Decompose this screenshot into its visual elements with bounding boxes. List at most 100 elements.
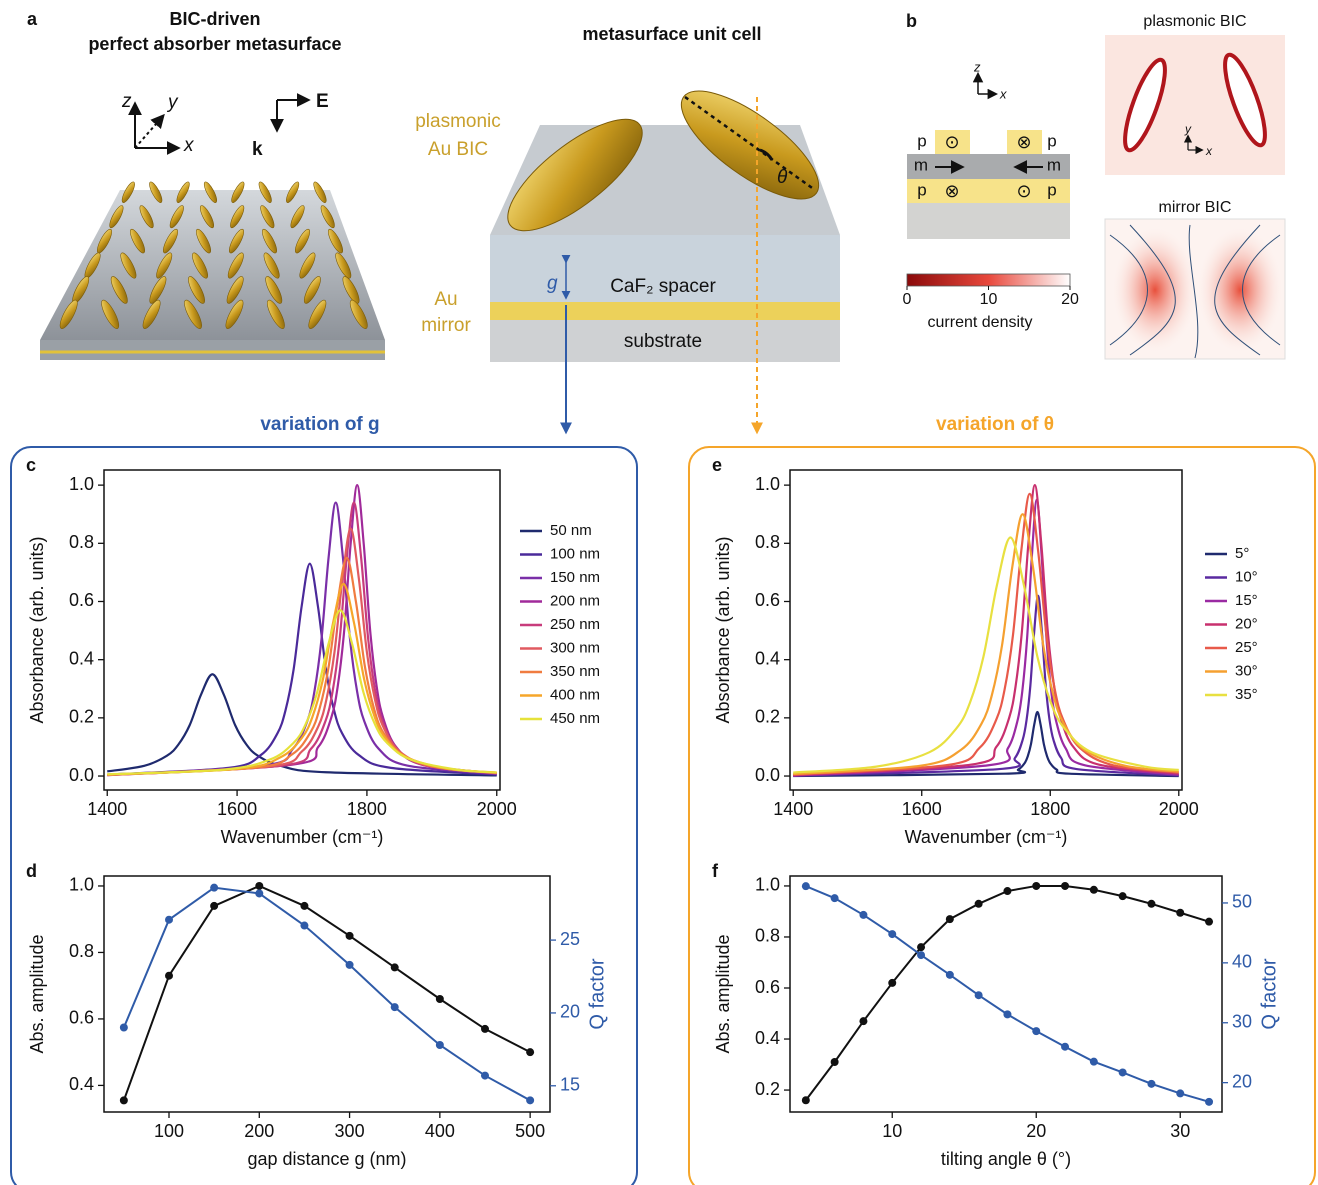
x-tick-label: 2000 xyxy=(477,799,517,819)
axis-name: z xyxy=(121,91,132,112)
y-axis-label: Absorbance (arb. units) xyxy=(27,536,47,723)
y-tick-label: 0.6 xyxy=(69,1008,94,1028)
series-line xyxy=(107,564,497,775)
y-tick-label: 1.0 xyxy=(755,875,780,895)
series-line xyxy=(124,886,530,1100)
data-point xyxy=(255,889,263,897)
x-tick-label: 300 xyxy=(335,1121,365,1141)
mirror-layer xyxy=(907,179,1070,203)
chart: d1002003004005000.40.60.81.0152025gap di… xyxy=(26,861,608,1169)
data-point xyxy=(346,932,354,940)
label-substrate: substrate xyxy=(624,331,702,352)
panel-a: a BIC-driven perfect absorber metasurfac… xyxy=(27,9,385,360)
variation-title: variation of θ xyxy=(936,414,1054,435)
legend-label: 350 nm xyxy=(550,663,600,680)
legend-label: 200 nm xyxy=(550,592,600,609)
data-point xyxy=(391,963,399,971)
y-tick-label: 0.8 xyxy=(69,532,94,552)
data-point xyxy=(300,922,308,930)
moment-out: ⊙ xyxy=(944,132,959,152)
y-tick-label: 0.0 xyxy=(69,765,94,785)
panel-title: BIC-driven xyxy=(169,9,260,29)
moment-in: ⊗ xyxy=(944,181,959,201)
data-point xyxy=(1003,1010,1011,1018)
y-tick-label: 0.2 xyxy=(755,1079,780,1099)
y-tick-label: 0.4 xyxy=(755,1028,780,1048)
series-line xyxy=(107,610,497,774)
data-point xyxy=(1205,918,1213,926)
data-point xyxy=(1147,900,1155,908)
data-point xyxy=(802,1096,810,1104)
legend-label: 250 nm xyxy=(550,616,600,633)
x-tick-label: 400 xyxy=(425,1121,455,1141)
x-tick-label: 100 xyxy=(154,1121,184,1141)
data-point xyxy=(210,884,218,892)
panel-label: c xyxy=(26,455,36,475)
x-axis-label: Wavenumber (cm⁻¹) xyxy=(221,827,384,847)
series-line xyxy=(793,494,1179,775)
series-line xyxy=(107,503,497,775)
legend-label: 35° xyxy=(1235,686,1258,703)
colorbar-label: current density xyxy=(928,314,1033,331)
series-line xyxy=(793,500,1179,776)
data-point xyxy=(526,1096,534,1104)
x-tick-label: 500 xyxy=(515,1121,545,1141)
data-point xyxy=(917,943,925,951)
y-tick-label: 0.8 xyxy=(755,532,780,552)
axis-name: z xyxy=(973,59,981,74)
data-point xyxy=(859,1017,867,1025)
label-plasmonic: plasmonic xyxy=(415,111,501,132)
y2-tick-label: 15 xyxy=(560,1075,580,1095)
data-point xyxy=(1147,1080,1155,1088)
axis-name: x xyxy=(183,135,195,156)
x-tick-label: 1400 xyxy=(773,799,813,819)
data-point xyxy=(120,1096,128,1104)
colorbar-tick-label: 20 xyxy=(1061,291,1079,308)
legend-label: 150 nm xyxy=(550,569,600,586)
series-line xyxy=(793,537,1179,772)
substrate-layer xyxy=(907,203,1070,239)
colorbar-tick-label: 0 xyxy=(903,291,912,308)
panel-label: d xyxy=(26,861,37,881)
data-point xyxy=(526,1048,534,1056)
label-angle: θ xyxy=(777,167,788,188)
plot-frame xyxy=(104,470,500,790)
data-point xyxy=(1032,882,1040,890)
x-tick-label: 200 xyxy=(244,1121,274,1141)
field-label: k xyxy=(252,139,263,160)
moment-m: m xyxy=(914,155,928,174)
moment-p: p xyxy=(917,180,926,199)
moment-m: m xyxy=(1047,155,1061,174)
colorbar-scale xyxy=(907,274,1070,286)
data-point xyxy=(1176,909,1184,917)
x-tick-label: 2000 xyxy=(1159,799,1199,819)
x-tick-label: 10 xyxy=(882,1121,902,1141)
x-tick-label: 30 xyxy=(1170,1121,1190,1141)
legend-label: 30° xyxy=(1235,662,1258,679)
data-point xyxy=(888,930,896,938)
data-point xyxy=(165,916,173,924)
y2-axis-label: Q factor xyxy=(1258,958,1280,1029)
data-point xyxy=(917,951,925,959)
inset-title: mirror BIC xyxy=(1159,199,1232,216)
data-point xyxy=(1119,892,1127,900)
y2-tick-label: 50 xyxy=(1232,892,1252,912)
data-point xyxy=(946,915,954,923)
data-point xyxy=(831,1058,839,1066)
x-tick-label: 1800 xyxy=(1030,799,1070,819)
data-point xyxy=(975,900,983,908)
data-point xyxy=(859,911,867,919)
label-gap: g xyxy=(547,273,558,294)
field-map xyxy=(1113,228,1197,352)
legend-label: 20° xyxy=(1235,615,1258,632)
data-point xyxy=(1176,1089,1184,1097)
y-tick-label: 0.4 xyxy=(755,648,780,668)
axis-arrow xyxy=(135,116,163,148)
x-axis-label: Wavenumber (cm⁻¹) xyxy=(905,827,1068,847)
data-point xyxy=(1032,1027,1040,1035)
data-point xyxy=(300,902,308,910)
spacer-layer xyxy=(907,154,1070,179)
label-spacer: CaF₂ spacer xyxy=(610,276,716,297)
data-point xyxy=(1061,1043,1069,1051)
